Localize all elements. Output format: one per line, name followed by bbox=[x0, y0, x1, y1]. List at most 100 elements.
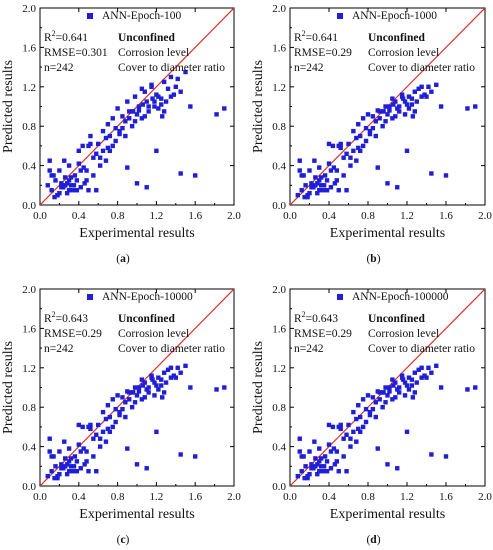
data-point bbox=[400, 377, 406, 382]
data-point bbox=[412, 390, 417, 395]
y-tick-label: 1.2 bbox=[22, 82, 36, 94]
data-point bbox=[346, 141, 351, 147]
data-point bbox=[320, 188, 326, 193]
x-tick-label: 2.0 bbox=[227, 491, 241, 503]
data-point bbox=[142, 89, 147, 94]
data-point bbox=[139, 86, 145, 91]
data-point bbox=[156, 387, 161, 392]
data-point bbox=[360, 424, 366, 430]
r2-stat: R2=0.643 bbox=[294, 310, 338, 325]
data-point bbox=[81, 165, 86, 170]
y-tick-label: 2.0 bbox=[22, 284, 36, 296]
data-point bbox=[317, 188, 322, 193]
data-point bbox=[110, 116, 115, 121]
data-point bbox=[152, 393, 157, 398]
y-tick-label: 0.4 bbox=[272, 161, 286, 173]
data-point bbox=[320, 469, 326, 474]
data-point bbox=[52, 475, 57, 481]
y-tick-label: 0.8 bbox=[22, 121, 36, 133]
data-point bbox=[370, 406, 376, 412]
data-point bbox=[330, 424, 336, 430]
data-point bbox=[57, 168, 62, 173]
data-point bbox=[330, 143, 336, 149]
x-axis-title: Experimental results bbox=[330, 507, 445, 522]
data-point bbox=[154, 383, 159, 388]
data-point bbox=[94, 469, 99, 474]
data-point bbox=[387, 385, 392, 390]
data-point bbox=[146, 109, 151, 114]
data-point bbox=[354, 439, 359, 444]
legend-marker bbox=[337, 13, 343, 19]
data-point bbox=[354, 158, 359, 163]
data-point bbox=[91, 436, 96, 441]
condition-label: Unconfined bbox=[118, 32, 175, 44]
data-point bbox=[149, 82, 154, 88]
data-point bbox=[117, 128, 122, 134]
data-point bbox=[66, 469, 72, 474]
data-point bbox=[365, 112, 371, 117]
data-point bbox=[356, 145, 361, 151]
data-point bbox=[412, 370, 417, 375]
rmse-stat: RMSE=0.301 bbox=[44, 47, 108, 59]
data-point bbox=[443, 173, 449, 178]
data-point bbox=[59, 466, 64, 471]
data-point bbox=[307, 168, 312, 173]
data-point bbox=[426, 84, 431, 89]
data-point bbox=[86, 143, 91, 149]
data-point bbox=[63, 464, 68, 469]
panel-a: 0.0 0.4 0.8 1.2 1.6 2.0 0.0 0.4 0.8 1.2 1.6 2.0 ANN-… bbox=[1, 3, 241, 265]
data-point bbox=[100, 409, 106, 415]
data-point bbox=[312, 439, 317, 444]
data-point bbox=[328, 449, 334, 454]
data-point bbox=[125, 446, 130, 451]
data-point bbox=[59, 462, 64, 467]
data-point bbox=[336, 469, 341, 474]
data-point bbox=[132, 94, 138, 99]
data-point bbox=[97, 163, 103, 168]
data-point bbox=[354, 135, 359, 141]
data-point bbox=[319, 183, 324, 188]
data-point bbox=[72, 454, 78, 459]
r2-stat: R2=0.641 bbox=[44, 29, 88, 44]
y-axis-title: Predicted results bbox=[1, 60, 16, 153]
data-point bbox=[326, 442, 332, 447]
data-point bbox=[426, 365, 431, 370]
data-point bbox=[385, 393, 390, 398]
data-point bbox=[76, 148, 81, 154]
data-point bbox=[363, 406, 369, 412]
data-point bbox=[390, 116, 395, 121]
data-point bbox=[96, 422, 101, 428]
data-point bbox=[47, 436, 52, 441]
data-point bbox=[140, 383, 146, 388]
data-point bbox=[150, 96, 155, 101]
data-point bbox=[53, 464, 58, 469]
data-point bbox=[381, 390, 386, 395]
data-point bbox=[348, 163, 353, 168]
data-point bbox=[127, 397, 132, 402]
data-point bbox=[419, 84, 424, 89]
data-point bbox=[152, 104, 157, 109]
data-point bbox=[473, 385, 478, 390]
data-point bbox=[47, 158, 52, 163]
data-point bbox=[313, 456, 318, 461]
data-point bbox=[132, 119, 138, 124]
x-tick-label: 0.4 bbox=[72, 491, 86, 503]
data-point bbox=[63, 183, 68, 188]
x-tick-label: 2.0 bbox=[227, 210, 241, 222]
data-point bbox=[391, 383, 396, 388]
data-point bbox=[299, 454, 304, 459]
x-axis-title: Experimental results bbox=[79, 226, 194, 241]
data-point bbox=[115, 106, 120, 111]
data-point bbox=[324, 459, 330, 464]
data-point bbox=[303, 464, 308, 469]
data-point bbox=[59, 181, 64, 186]
data-point bbox=[404, 429, 410, 435]
data-point bbox=[312, 158, 317, 163]
x-tick-label: 1.2 bbox=[150, 210, 164, 222]
data-point bbox=[165, 367, 171, 372]
data-point bbox=[74, 459, 80, 464]
data-point bbox=[57, 449, 62, 454]
x-tick-label: 1.2 bbox=[150, 491, 164, 503]
y-tick-label: 0.8 bbox=[272, 121, 286, 133]
condition-label: Unconfined bbox=[368, 32, 425, 44]
